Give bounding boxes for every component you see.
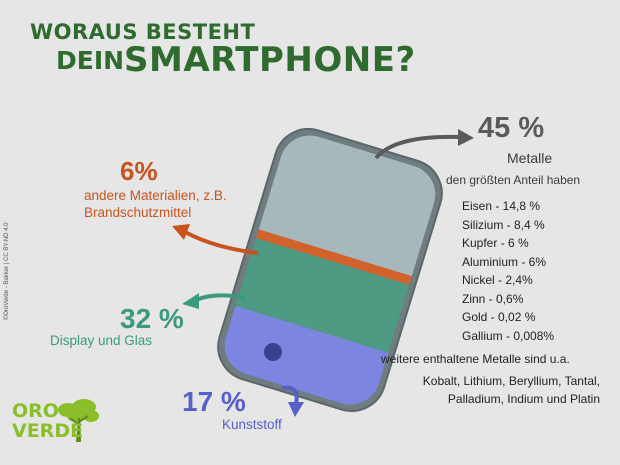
list-item: Gallium - 0,008% [462, 328, 555, 343]
list-item: Kupfer - 6 % [462, 236, 529, 250]
list-item: Eisen - 14,8 % [462, 199, 541, 213]
list-item: Nickel - 2,4% [462, 273, 533, 287]
metal-list: Eisen - 14,8 % Silizium - 8,4 % Kupfer -… [462, 197, 554, 345]
other-label-line-1: andere Materialien, z.B. [84, 188, 227, 203]
arrow-other-head [172, 224, 190, 240]
other-percent: 6% [120, 156, 158, 186]
list-item: Aluminium - 6% [462, 254, 547, 269]
further-metals-list: Kobalt, Lithium, Beryllium, Tantal, Pall… [386, 372, 600, 408]
arrow-metal-head [458, 129, 474, 146]
list-item: Silizium - 8,4 % [462, 217, 545, 232]
further-metals-heading: weitere enthaltene Metalle sind u.a. [381, 352, 570, 366]
plastic-label: Kunststoff [222, 417, 282, 432]
title-line-1: WORAUS BESTEHT [30, 20, 256, 44]
home-button [264, 343, 282, 361]
title-line-2-main: SMARTPHONE? [124, 40, 416, 80]
metal-sublabel: den größten Anteil haben [446, 173, 581, 187]
list-item: Zinn - 0,6% [462, 291, 524, 306]
metal-percent: 45 % [478, 112, 545, 144]
metal-label: Metalle [507, 150, 553, 166]
arrow-plastic-head [288, 402, 304, 417]
copyright-text: ©OroVerde - Bakker | CC BY-ND 4.0 [4, 222, 10, 320]
arrow-metal [374, 134, 461, 160]
other-label-line-2: Brandschutzmittel [84, 205, 192, 220]
display-label: Display und Glas [50, 333, 153, 348]
list-item: Gold - 0,02 % [462, 310, 536, 324]
other-material-band [246, 226, 422, 288]
title-line-2-prefix: DEIN [56, 46, 125, 75]
further-metals-line-2: Palladium, Indium und Platin [447, 392, 600, 406]
plastic-section [217, 302, 398, 412]
plastic-percent: 17 % [182, 386, 246, 417]
tree-icon [58, 399, 99, 442]
arrow-display-head [182, 293, 199, 309]
oroverde-logo: ORO VERDE [12, 398, 102, 454]
display-percent: 32 % [120, 303, 184, 334]
logo-line-1: ORO [12, 400, 59, 422]
logo-line-2: VERDE [12, 420, 84, 442]
arrow-other [184, 230, 259, 255]
further-metals-line-1: Kobalt, Lithium, Beryllium, Tantal, [422, 374, 600, 388]
display-section [225, 235, 419, 356]
arrow-plastic [281, 385, 299, 405]
arrow-display [195, 293, 247, 302]
other-label: andere Materialien, z.B. Brandschutzmitt… [84, 187, 264, 221]
